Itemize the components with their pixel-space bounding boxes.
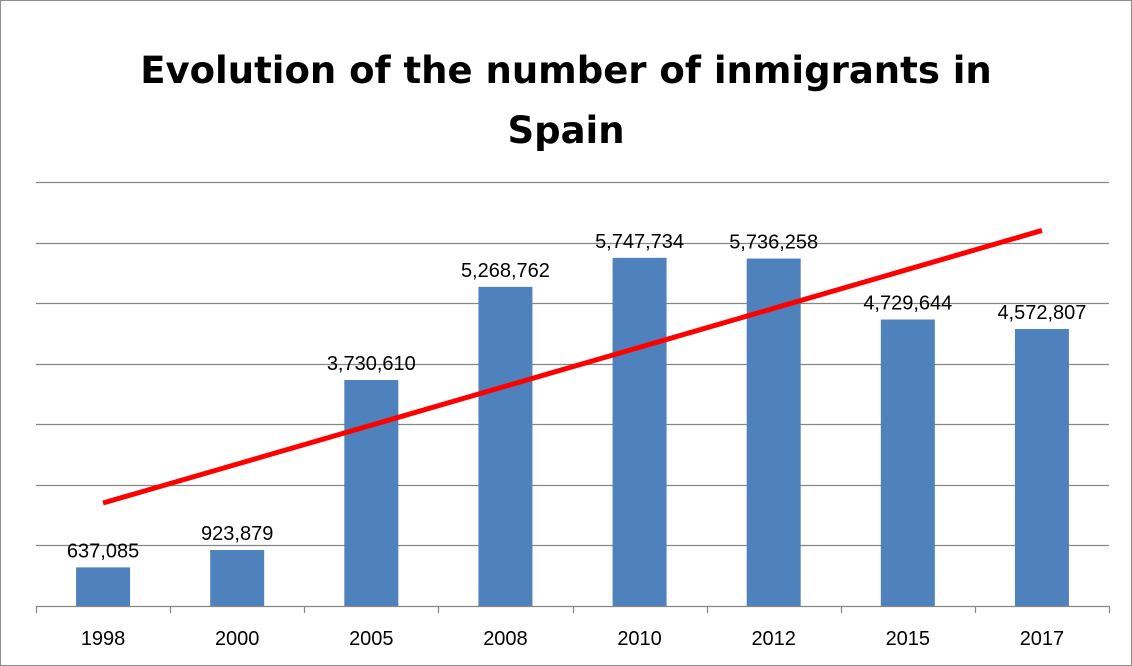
- x-tick-label-2000: 2000: [215, 628, 260, 650]
- bar-2012: [746, 258, 801, 606]
- data-label-1998: 637,085: [67, 540, 139, 562]
- data-label-2000: 923,879: [201, 523, 273, 545]
- chart-title-line-1: Evolution of the number of inmigrants in: [140, 49, 992, 92]
- trendline: [102, 228, 1043, 506]
- bar-2008: [478, 286, 533, 606]
- bar-2017: [1014, 329, 1069, 606]
- bar-2010: [612, 257, 667, 606]
- chart-title: Evolution of the number of inmigrants in…: [1, 41, 1131, 161]
- x-tick-label-2005: 2005: [349, 628, 394, 650]
- data-label-2017: 4,572,807: [997, 302, 1086, 324]
- bar-2005: [344, 380, 399, 606]
- x-tick-label-2015: 2015: [886, 628, 931, 650]
- data-label-2015: 4,729,644: [863, 293, 952, 315]
- x-tick-label-2008: 2008: [483, 628, 528, 650]
- chart-title-line-2: Spain: [507, 109, 625, 152]
- x-tick-label-2010: 2010: [617, 628, 662, 650]
- data-label-2010: 5,747,734: [595, 231, 684, 253]
- x-tick-label-1998: 1998: [81, 628, 126, 650]
- x-tick-label-2017: 2017: [1020, 628, 1065, 650]
- data-label-2012: 5,736,258: [729, 232, 818, 254]
- x-tick-label-2012: 2012: [751, 628, 796, 650]
- data-label-2005: 3,730,610: [327, 353, 416, 375]
- bar-2015: [880, 319, 935, 606]
- data-label-2008: 5,268,762: [461, 260, 550, 282]
- bar-1998: [76, 567, 131, 606]
- bar-2000: [210, 550, 265, 606]
